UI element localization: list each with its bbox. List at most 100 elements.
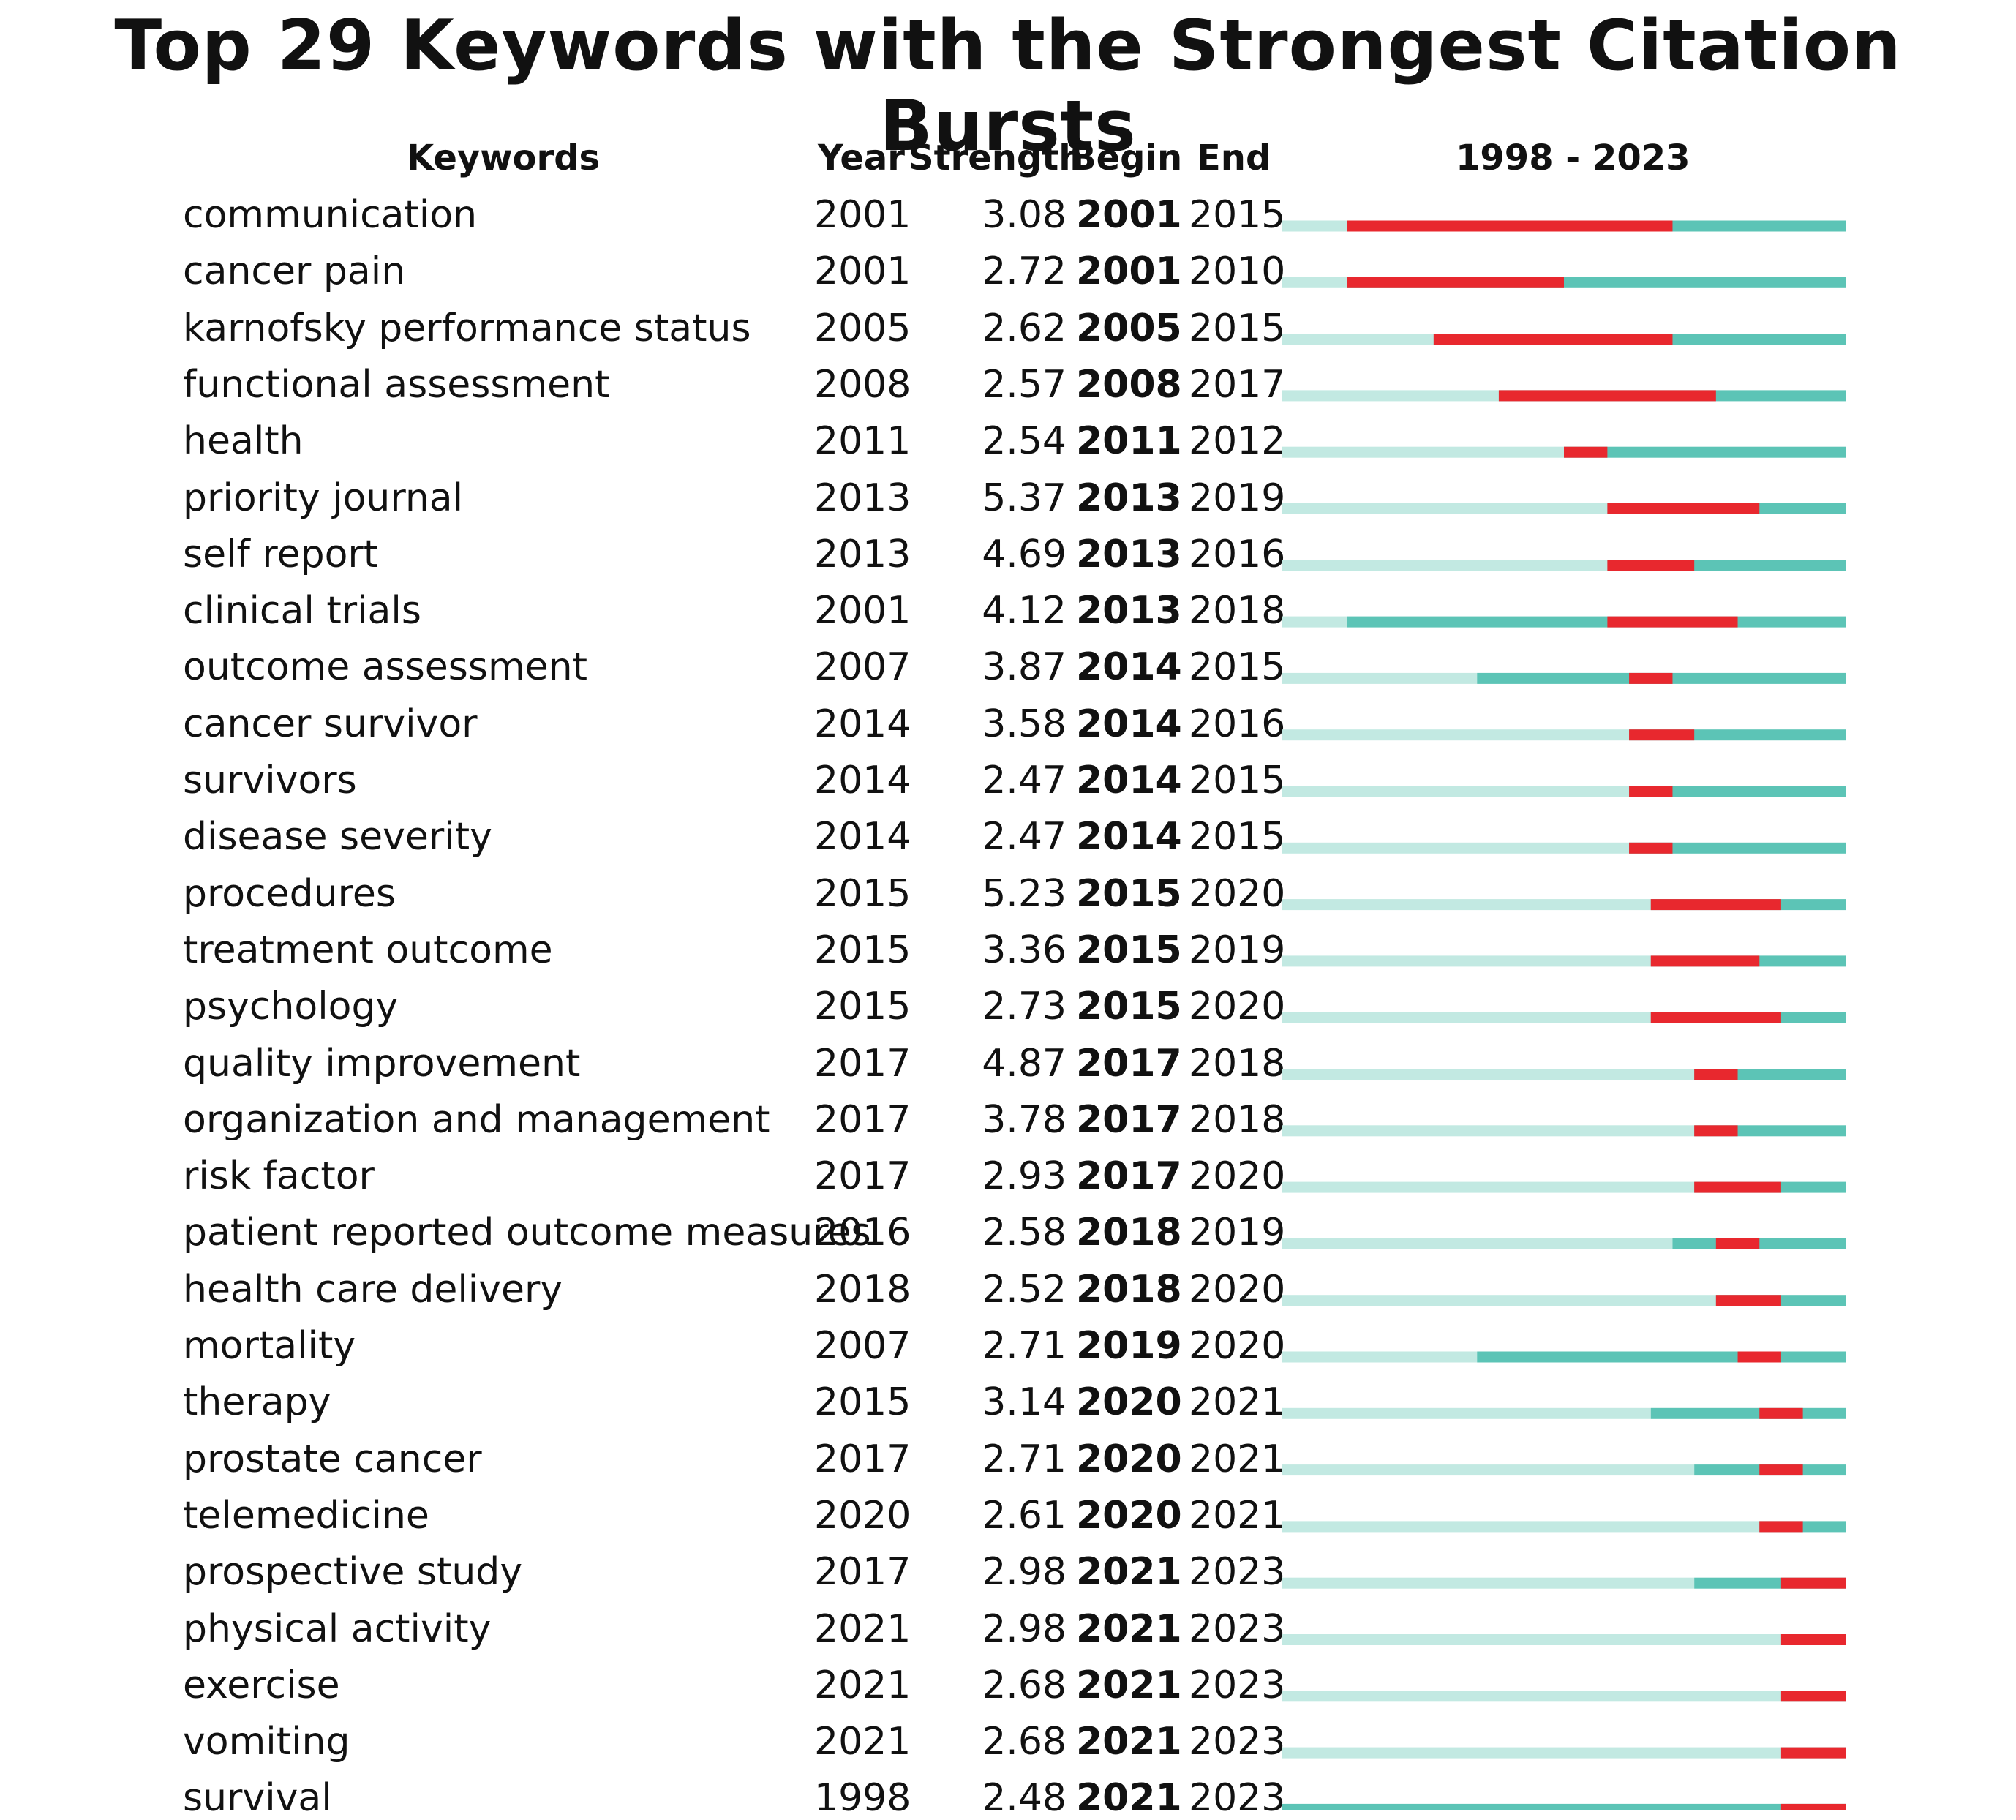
inactive-segment bbox=[1282, 1407, 1651, 1419]
burst-segment bbox=[1694, 1069, 1738, 1080]
inactive-segment bbox=[1282, 1125, 1695, 1137]
burst-bar-row bbox=[1282, 1691, 1846, 1702]
inactive-segment bbox=[1282, 616, 1347, 628]
inactive-segment bbox=[1282, 334, 1434, 345]
begin-cell: 2017 bbox=[1076, 1097, 1182, 1142]
inactive-segment bbox=[1282, 503, 1608, 514]
chart-title: Top 29 Keywords with the Strongest Citat… bbox=[114, 6, 1902, 167]
burst-bar-row bbox=[1282, 1747, 1846, 1759]
keyword-cell: patient reported outcome measures bbox=[183, 1211, 871, 1255]
begin-cell: 2011 bbox=[1076, 419, 1182, 464]
begin-cell: 2005 bbox=[1076, 306, 1182, 350]
begin-cell: 2017 bbox=[1076, 1154, 1182, 1199]
strength-cell: 2.71 bbox=[982, 1437, 1067, 1481]
keyword-cell: karnofsky performance status bbox=[183, 306, 751, 350]
burst-bar-row bbox=[1282, 1407, 1846, 1419]
year-cell: 2014 bbox=[814, 759, 911, 802]
begin-cell: 2013 bbox=[1076, 475, 1182, 520]
burst-bar-row bbox=[1282, 955, 1846, 967]
active-segment bbox=[1347, 616, 1846, 628]
burst-segment bbox=[1629, 786, 1673, 797]
end-cell: 2018 bbox=[1189, 1041, 1286, 1086]
end-cell: 2023 bbox=[1189, 1606, 1286, 1651]
burst-segment bbox=[1650, 1012, 1781, 1023]
keyword-cell: prostate cancer bbox=[183, 1437, 482, 1481]
keyword-cell: self report bbox=[183, 532, 379, 576]
year-cell: 2015 bbox=[814, 1380, 911, 1425]
keyword-cell: vomiting bbox=[183, 1720, 350, 1764]
begin-cell: 2001 bbox=[1076, 193, 1182, 237]
keyword-cell: outcome assessment bbox=[183, 645, 587, 690]
burst-bar-row bbox=[1282, 390, 1846, 402]
strength-cell: 2.58 bbox=[982, 1211, 1067, 1255]
active-segment bbox=[1629, 786, 1846, 797]
begin-cell: 2021 bbox=[1076, 1720, 1182, 1764]
keyword-cell: functional assessment bbox=[183, 362, 610, 407]
burst-segment bbox=[1694, 1125, 1738, 1137]
begin-cell: 2020 bbox=[1076, 1380, 1182, 1425]
keyword-cell: clinical trials bbox=[183, 589, 421, 633]
year-cell: 2007 bbox=[814, 645, 911, 690]
end-cell: 2015 bbox=[1189, 306, 1286, 350]
burst-segment bbox=[1564, 446, 1608, 458]
begin-cell: 2014 bbox=[1076, 702, 1182, 746]
strength-cell: 3.14 bbox=[982, 1380, 1067, 1425]
header-strength: Strength bbox=[909, 138, 1084, 178]
burst-bar-row bbox=[1282, 446, 1846, 458]
strength-cell: 3.36 bbox=[982, 928, 1067, 972]
end-cell: 2019 bbox=[1189, 475, 1286, 520]
strength-cell: 3.08 bbox=[982, 193, 1067, 237]
burst-bar-row bbox=[1282, 503, 1846, 514]
inactive-segment bbox=[1282, 729, 1630, 741]
burst-segment bbox=[1759, 1521, 1803, 1533]
strength-cell: 2.52 bbox=[982, 1267, 1067, 1312]
burst-segment bbox=[1607, 616, 1738, 628]
year-cell: 2007 bbox=[814, 1324, 911, 1368]
keyword-cell: health bbox=[183, 419, 304, 464]
strength-cell: 2.61 bbox=[982, 1493, 1067, 1538]
burst-segment bbox=[1629, 842, 1673, 854]
end-cell: 2010 bbox=[1189, 249, 1286, 294]
burst-bar-row bbox=[1282, 277, 1846, 288]
begin-cell: 2014 bbox=[1076, 759, 1182, 802]
burst-bar-row bbox=[1282, 1295, 1846, 1306]
strength-cell: 3.87 bbox=[982, 645, 1067, 690]
end-cell: 2020 bbox=[1189, 1267, 1286, 1312]
inactive-segment bbox=[1282, 390, 1499, 402]
inactive-segment bbox=[1282, 1295, 1716, 1306]
keyword-cell: quality improvement bbox=[183, 1041, 581, 1086]
burst-segment bbox=[1780, 1577, 1846, 1589]
burst-segment bbox=[1759, 1464, 1803, 1476]
end-cell: 2021 bbox=[1189, 1380, 1286, 1425]
inactive-segment bbox=[1282, 1747, 1781, 1759]
keyword-cell: treatment outcome bbox=[183, 928, 553, 972]
year-cell: 2020 bbox=[814, 1493, 911, 1538]
strength-cell: 2.72 bbox=[982, 249, 1067, 294]
keyword-cell: prospective study bbox=[183, 1550, 523, 1595]
end-cell: 2019 bbox=[1189, 928, 1286, 972]
year-cell: 2015 bbox=[814, 871, 911, 916]
burst-bar-row bbox=[1282, 842, 1846, 854]
strength-cell: 2.68 bbox=[982, 1720, 1067, 1764]
inactive-segment bbox=[1282, 1521, 1760, 1533]
inactive-segment bbox=[1282, 955, 1651, 967]
keyword-cell: mortality bbox=[183, 1324, 356, 1368]
end-cell: 2023 bbox=[1189, 1720, 1286, 1764]
burst-bar-row bbox=[1282, 560, 1846, 571]
inactive-segment bbox=[1282, 1181, 1695, 1193]
burst-segment bbox=[1694, 1181, 1781, 1193]
year-cell: 2015 bbox=[814, 928, 911, 972]
burst-bar-row bbox=[1282, 1181, 1846, 1193]
begin-cell: 2018 bbox=[1076, 1211, 1182, 1255]
active-segment bbox=[1650, 1407, 1846, 1419]
burst-segment bbox=[1629, 672, 1673, 684]
burst-bar-row bbox=[1282, 1012, 1846, 1023]
inactive-segment bbox=[1282, 842, 1630, 854]
end-cell: 2020 bbox=[1189, 1154, 1286, 1199]
keyword-cell: risk factor bbox=[183, 1154, 375, 1199]
begin-cell: 2020 bbox=[1076, 1437, 1182, 1481]
begin-cell: 2013 bbox=[1076, 589, 1182, 633]
active-segment bbox=[1564, 446, 1846, 458]
header-year: Year bbox=[818, 138, 905, 178]
begin-cell: 2015 bbox=[1076, 928, 1182, 972]
